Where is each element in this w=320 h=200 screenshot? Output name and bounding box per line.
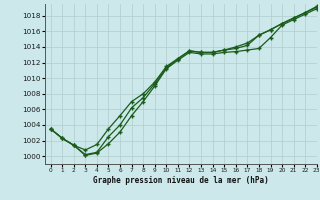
X-axis label: Graphe pression niveau de la mer (hPa): Graphe pression niveau de la mer (hPa) xyxy=(93,176,269,185)
